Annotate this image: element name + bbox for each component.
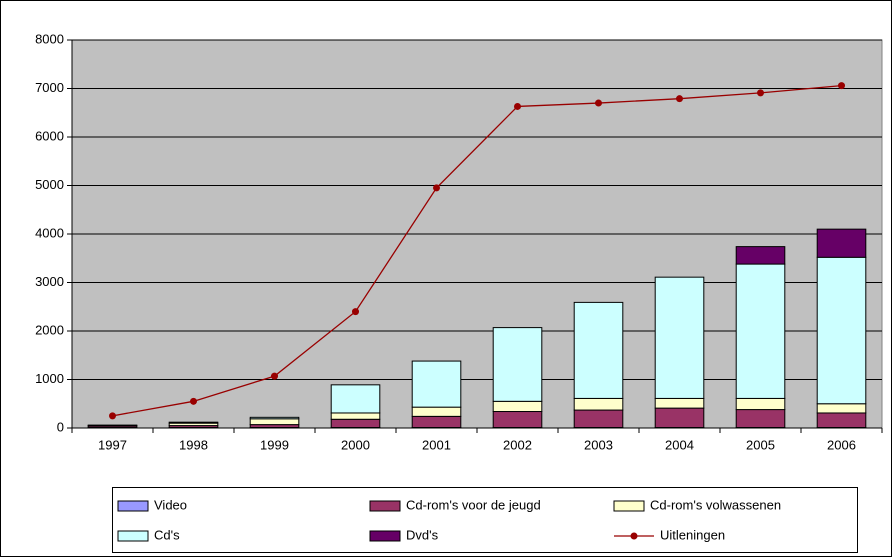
- legend-label: Uitleningen: [660, 527, 725, 542]
- bar: [492, 400, 543, 413]
- bar: [249, 418, 300, 426]
- line-point: [595, 99, 602, 107]
- bar: [654, 276, 705, 399]
- y-tick-label: 4000: [35, 225, 64, 240]
- legend-swatch: [117, 530, 149, 542]
- legend-swatch: [613, 500, 645, 512]
- bar: [735, 397, 786, 411]
- line-point: [838, 82, 845, 90]
- legend-label: Cd-rom's voor de jeugd: [406, 497, 541, 512]
- line-point: [757, 89, 764, 97]
- x-tick-label: 1998: [179, 437, 208, 452]
- line-point: [352, 308, 359, 316]
- legend-swatch: [117, 500, 149, 512]
- y-tick-label: 6000: [35, 128, 64, 143]
- bar: [168, 421, 219, 424]
- legend-point: [630, 532, 638, 540]
- line: [112, 84, 842, 417]
- bar: [492, 411, 543, 429]
- legend-swatch: [369, 500, 401, 512]
- x-tick-label: 2000: [341, 437, 370, 452]
- bar: [735, 263, 786, 399]
- line-point: [676, 95, 683, 103]
- line-point: [271, 372, 278, 380]
- x-tick-label: 2004: [665, 437, 694, 452]
- bar: [654, 407, 705, 429]
- bar: [573, 397, 624, 411]
- bar: [573, 409, 624, 429]
- x-tick-label: 2003: [584, 437, 613, 452]
- y-tick-label: 1000: [35, 371, 64, 386]
- bar: [735, 246, 786, 265]
- legend-label: Cd's: [154, 527, 180, 542]
- x-tick-label: 2002: [503, 437, 532, 452]
- line-point: [514, 102, 521, 110]
- bar: [816, 412, 867, 429]
- y-tick-label: 0: [57, 419, 64, 434]
- legend-label: Cd-rom's volwassenen: [650, 497, 781, 512]
- bar: [411, 415, 462, 429]
- bar: [330, 418, 381, 429]
- x-tick-label: 2005: [746, 437, 775, 452]
- x-tick-label: 2006: [827, 437, 856, 452]
- line-point: [190, 397, 197, 405]
- bar: [411, 406, 462, 417]
- legend-label: Dvd's: [406, 527, 439, 542]
- legend-label: Video: [154, 497, 187, 512]
- bar: [816, 228, 867, 258]
- x-tick-label: 2001: [422, 437, 451, 452]
- bar: [816, 256, 867, 405]
- bar: [816, 403, 867, 414]
- x-tick-label: 1997: [98, 437, 127, 452]
- y-tick-label: 8000: [35, 31, 64, 46]
- bar: [735, 409, 786, 429]
- y-tick-label: 2000: [35, 322, 64, 337]
- line-point: [109, 412, 116, 420]
- legend-swatch: [369, 530, 401, 542]
- x-tick-label: 1999: [260, 437, 289, 452]
- bar: [330, 384, 381, 414]
- y-tick-label: 3000: [35, 274, 64, 289]
- bar: [573, 301, 624, 399]
- y-tick-label: 5000: [35, 177, 64, 192]
- line-point: [433, 184, 440, 192]
- bar: [411, 360, 462, 408]
- bar: [330, 412, 381, 420]
- y-tick-label: 7000: [35, 80, 64, 95]
- bar: [249, 416, 300, 420]
- bar: [654, 397, 705, 409]
- legend-box: [112, 487, 858, 553]
- bar: [492, 327, 543, 402]
